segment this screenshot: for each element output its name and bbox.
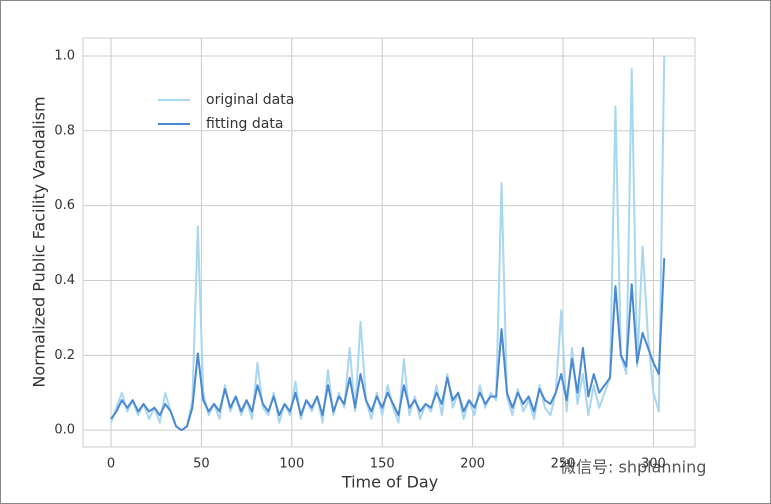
x-tick-label: 300 bbox=[641, 457, 666, 472]
data-line bbox=[110, 257, 666, 432]
legend-label: original data bbox=[206, 92, 294, 108]
plot-border bbox=[82, 37, 696, 448]
y-axis-label: Normalized Public Facility Vandalism bbox=[30, 96, 49, 387]
x-tick-label: 150 bbox=[370, 457, 395, 472]
y-tick-label: 0.6 bbox=[54, 198, 75, 213]
x-tick-label: 250 bbox=[551, 457, 576, 472]
x-tick-label: 50 bbox=[193, 457, 210, 472]
legend-label: fitting data bbox=[206, 116, 283, 132]
y-tick-label: 0.0 bbox=[54, 423, 75, 438]
x-tick-label: 100 bbox=[279, 457, 304, 472]
x-tick-label: 200 bbox=[460, 457, 485, 472]
x-tick-label: 0 bbox=[107, 457, 115, 472]
y-tick-label: 1.0 bbox=[54, 48, 75, 63]
y-tick-label: 0.4 bbox=[54, 273, 75, 288]
watermark: 微信号: shplanning bbox=[560, 458, 706, 477]
y-tick-label: 0.2 bbox=[54, 348, 75, 363]
y-tick-label: 0.8 bbox=[54, 123, 75, 138]
x-axis-label: Time of Day bbox=[341, 473, 438, 492]
